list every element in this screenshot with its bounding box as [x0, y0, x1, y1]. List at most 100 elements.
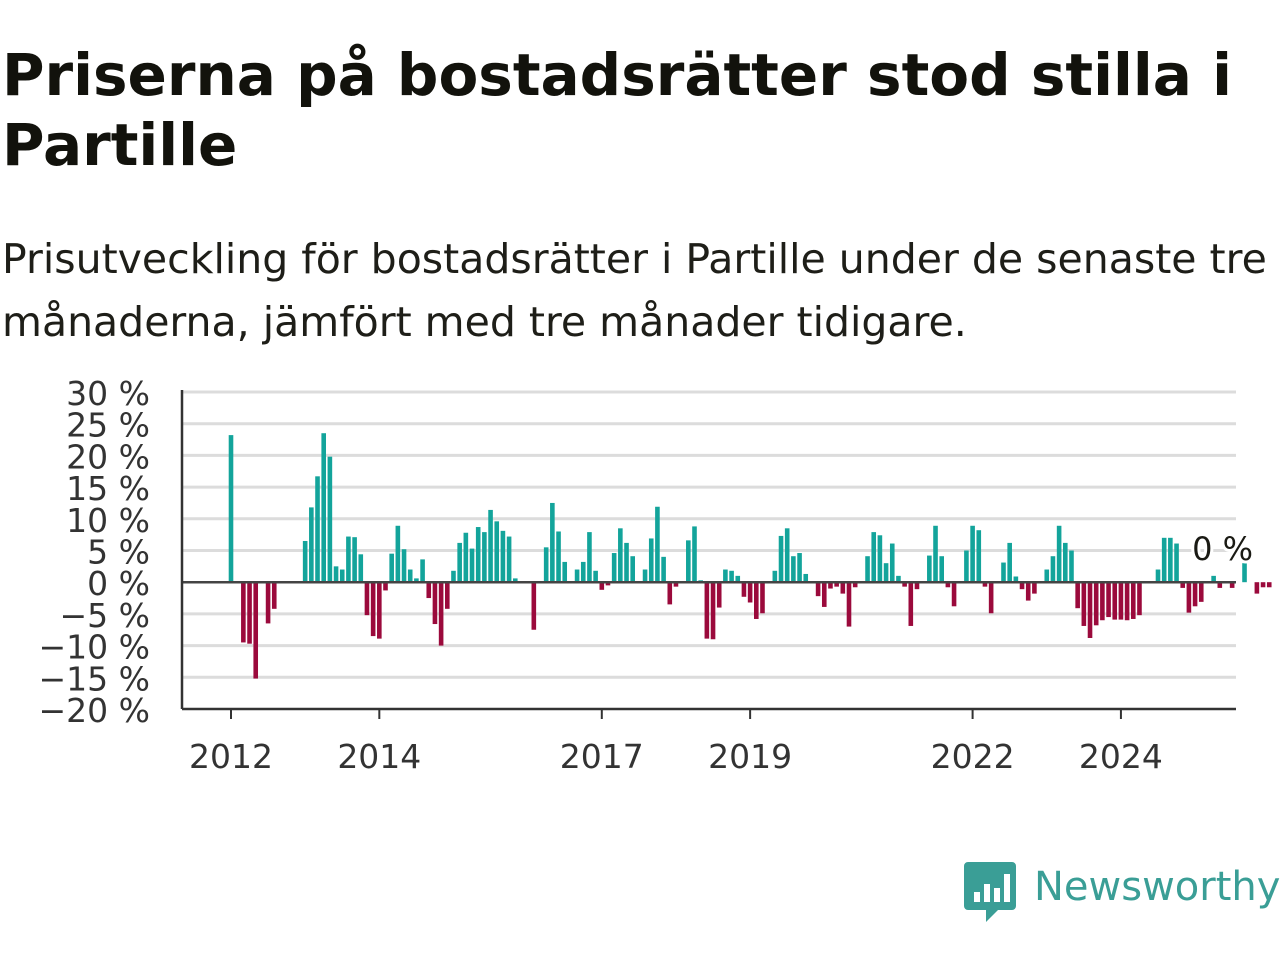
x-tick-label: 2017 [560, 737, 644, 776]
bar [494, 521, 500, 583]
bar [383, 582, 388, 591]
bar [302, 540, 308, 583]
bar [432, 582, 438, 625]
chart-title: Priserna på bostadsrätter stod stilla i … [2, 41, 1232, 179]
bar [469, 548, 475, 583]
bar [803, 573, 809, 583]
bar [791, 556, 796, 583]
bar [648, 538, 654, 583]
bar [1260, 582, 1266, 588]
bar [500, 530, 506, 583]
bar [976, 530, 982, 583]
bar [506, 536, 512, 583]
bar [1001, 562, 1006, 583]
gridlines [182, 390, 1236, 679]
bar [889, 543, 895, 583]
bar-chart-speech-bubble-icon [964, 862, 1016, 922]
bar [1063, 542, 1068, 583]
x-tick-label: 2022 [931, 737, 1015, 776]
bar [389, 553, 394, 583]
bar [352, 537, 357, 583]
bar [908, 582, 914, 626]
y-tick-label: 5 % [87, 533, 150, 572]
bar [1137, 582, 1142, 616]
bar [784, 528, 790, 583]
y-tick-label: −15 % [39, 659, 151, 698]
bar [1007, 542, 1012, 583]
bar [692, 526, 697, 583]
bar [1087, 582, 1093, 638]
bar [630, 556, 635, 583]
bar [358, 554, 364, 583]
y-axis-tick-labels: 30 %25 %20 %15 %10 %5 %0 %−5 %−10 %−15 %… [39, 374, 151, 730]
bar [488, 509, 493, 583]
bar [815, 582, 821, 597]
bar [482, 532, 487, 583]
bar [760, 582, 765, 614]
bar [661, 556, 666, 583]
bar [846, 582, 852, 627]
bar [556, 531, 561, 583]
bar [315, 476, 320, 583]
bar [587, 532, 592, 583]
bar [778, 535, 784, 583]
bar [611, 553, 617, 583]
bar [896, 575, 901, 583]
bar [512, 578, 518, 583]
bar [821, 582, 827, 607]
bar [265, 582, 271, 624]
y-tick-label: 0 % [87, 564, 150, 603]
bar [1019, 582, 1025, 590]
bar [834, 582, 839, 587]
bar [593, 570, 598, 583]
chart-subtitle: Prisutveckling för bostadsrätter i Parti… [2, 235, 1267, 346]
bar [420, 559, 425, 583]
bar [333, 566, 339, 583]
bar [772, 570, 778, 583]
bar [964, 550, 969, 583]
y-tick-label: 20 % [66, 437, 150, 476]
bar [1229, 582, 1235, 588]
bar [339, 569, 345, 583]
bar [346, 536, 351, 583]
y-tick-label: 10 % [66, 501, 150, 540]
bar [580, 561, 586, 583]
x-tick-label: 2019 [708, 737, 792, 776]
bar [377, 582, 382, 639]
bar [395, 525, 401, 583]
bar [228, 435, 234, 583]
bar [457, 542, 462, 583]
annotations: 0 % [1189, 527, 1256, 571]
bar [574, 569, 580, 583]
bar [1050, 556, 1056, 583]
bar [550, 502, 555, 583]
bar [945, 582, 951, 588]
bar [840, 582, 846, 594]
x-tick-label: 2012 [189, 737, 273, 776]
bar [407, 569, 413, 583]
bar [741, 582, 747, 597]
bar [445, 582, 450, 609]
bar [414, 578, 419, 583]
bar [686, 540, 691, 583]
bar [1075, 582, 1080, 609]
bar [655, 506, 660, 583]
bar [939, 556, 944, 583]
bar [321, 433, 326, 583]
bar [1161, 537, 1167, 583]
bar [865, 556, 870, 583]
bar [562, 561, 568, 583]
bar [852, 582, 858, 588]
bar [902, 582, 907, 587]
bar [927, 555, 932, 583]
y-tick-label: 30 % [66, 374, 150, 413]
y-tick-label: 15 % [66, 469, 150, 508]
bar [370, 582, 376, 637]
bar [914, 582, 920, 590]
bars [228, 433, 1272, 679]
bar [463, 532, 469, 583]
bar [704, 582, 710, 639]
bar [1217, 582, 1223, 588]
bar [1186, 582, 1192, 613]
brand-name: Newsworthy [1034, 864, 1280, 910]
